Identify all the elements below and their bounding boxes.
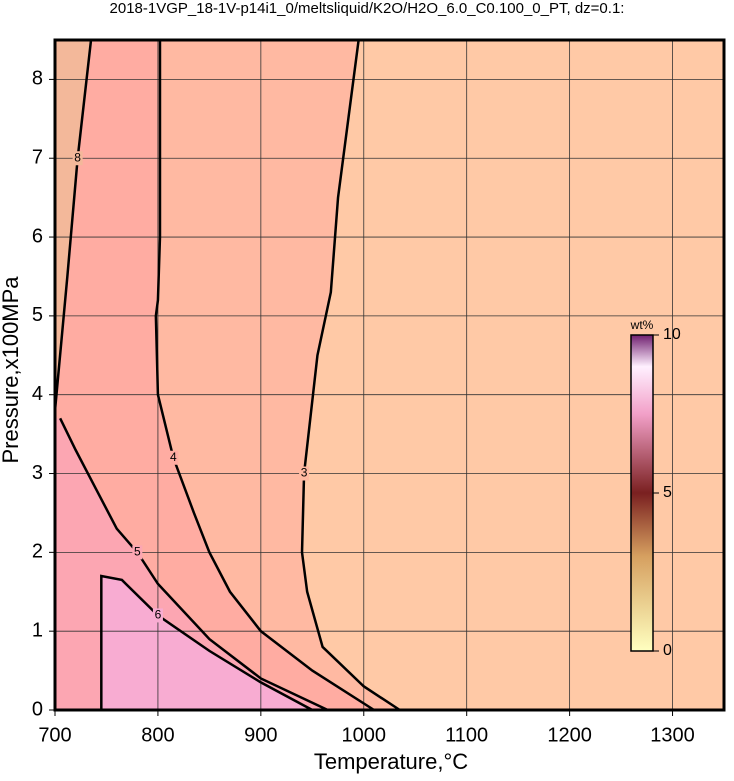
contour-label-bg bbox=[72, 151, 83, 166]
contour-label: 3 bbox=[301, 466, 308, 480]
plot-frame bbox=[53, 38, 726, 712]
x-tick-label: 900 bbox=[244, 724, 277, 746]
y-axis-label: Pressure,x100MPa bbox=[0, 276, 23, 464]
contour-label: 8 bbox=[74, 150, 81, 164]
x-axis-label: Temperature,°C bbox=[314, 749, 468, 774]
contour-label-bg bbox=[168, 450, 179, 465]
y-tick-label: 2 bbox=[32, 541, 43, 563]
contour-label: 6 bbox=[155, 608, 162, 622]
contour-line bbox=[53, 39, 93, 411]
x-tick-label: 1100 bbox=[445, 724, 488, 746]
y-tick-label: 7 bbox=[32, 147, 43, 169]
contour-label: 4 bbox=[170, 450, 177, 464]
chart-title: 2018-1VGP_18-1V-p14i1_0/meltsliquid/K2O/… bbox=[110, 0, 625, 17]
contour-region bbox=[55, 576, 313, 710]
y-tick-label: 3 bbox=[32, 462, 43, 484]
colorbar bbox=[630, 334, 654, 652]
x-tick-label: 1200 bbox=[547, 724, 592, 746]
y-tick-label: 5 bbox=[32, 304, 43, 326]
x-tick-label: 1300 bbox=[650, 724, 695, 746]
contour-label: 5 bbox=[134, 545, 141, 559]
colorbar-label: wt% bbox=[630, 318, 654, 332]
y-tick-label: 0 bbox=[32, 698, 43, 720]
colorbar-tick-label: 0 bbox=[663, 642, 672, 659]
y-tick-label: 8 bbox=[32, 68, 43, 90]
y-tick-label: 6 bbox=[32, 225, 43, 247]
y-tick-label: 4 bbox=[32, 383, 43, 405]
contour-region bbox=[55, 40, 92, 411]
x-tick-label: 1000 bbox=[342, 724, 387, 746]
colorbar-tick-label: 10 bbox=[663, 326, 681, 343]
contour-label-bg bbox=[299, 466, 310, 481]
contour-label-bg bbox=[152, 608, 163, 623]
contour-line bbox=[154, 40, 375, 712]
contour-region bbox=[55, 40, 375, 710]
y-tick-label: 1 bbox=[32, 619, 43, 641]
x-tick-label: 700 bbox=[38, 724, 71, 746]
colorbar-tick-label: 5 bbox=[663, 484, 672, 501]
x-tick-label: 800 bbox=[141, 724, 174, 746]
contour-label-bg bbox=[132, 545, 143, 560]
